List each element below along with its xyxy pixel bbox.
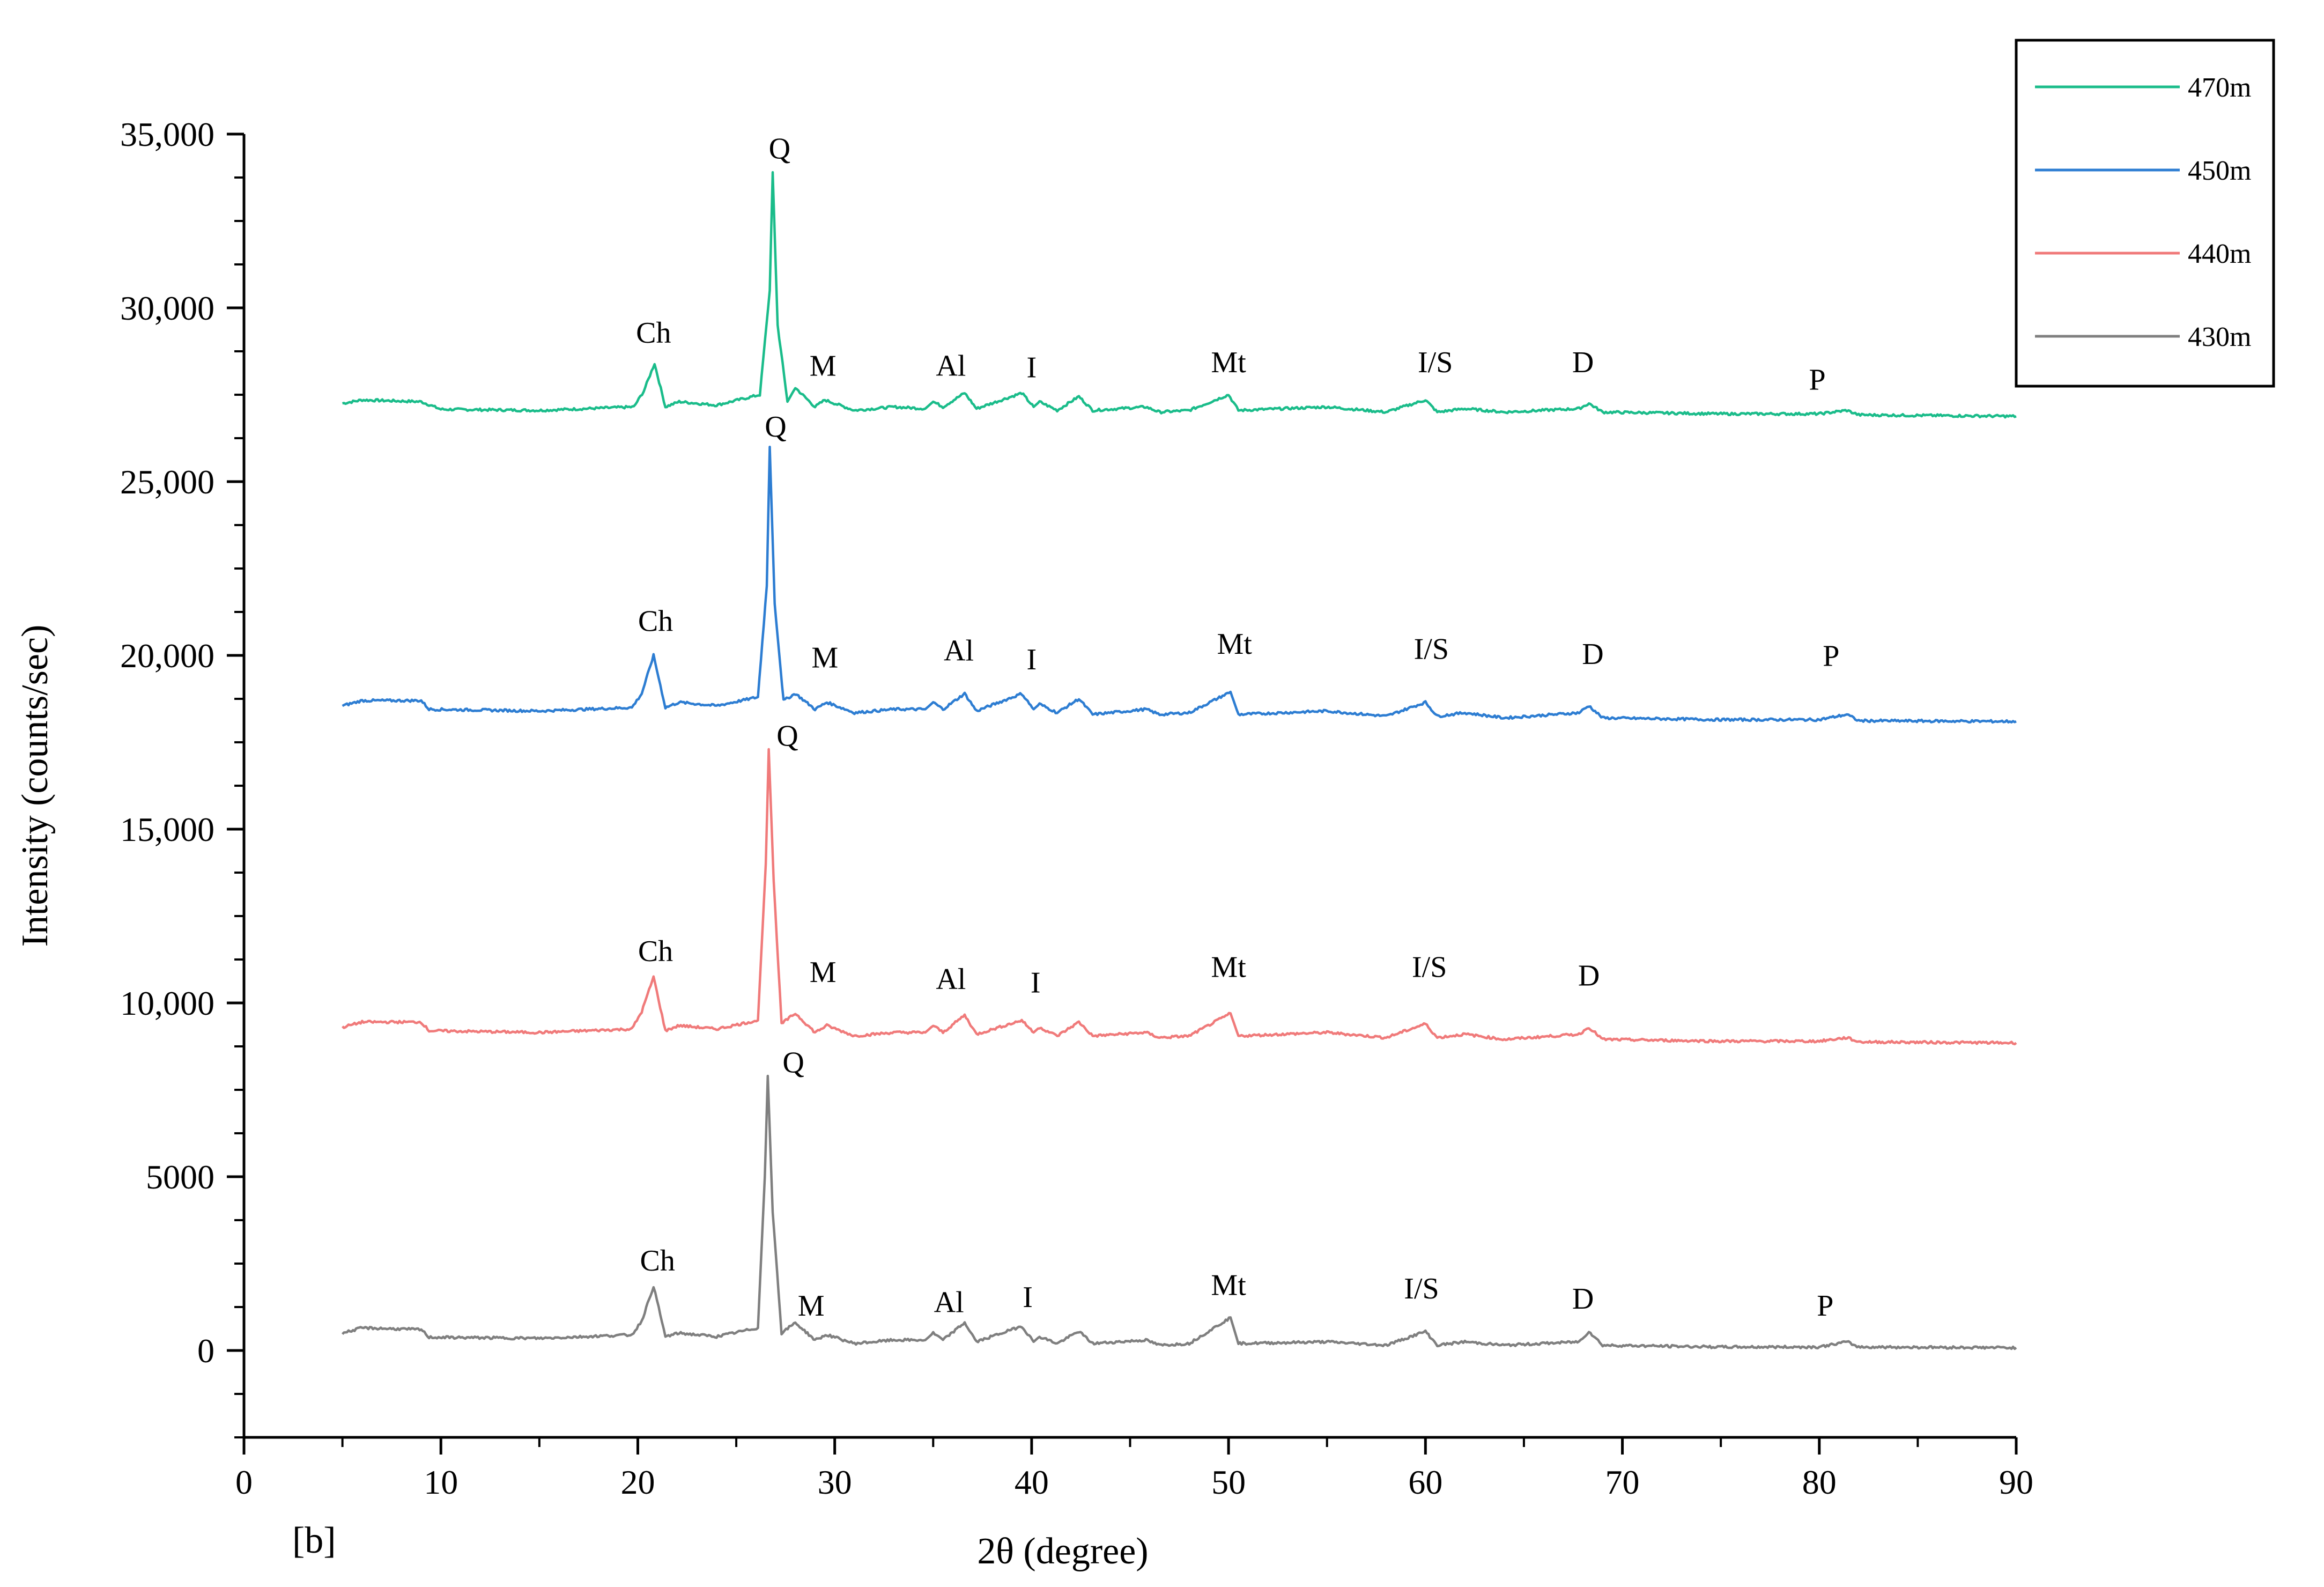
series-line-450m (342, 445, 2017, 724)
panel-label: [b] (292, 1520, 336, 1561)
peak-label-al: Al (934, 1286, 964, 1319)
peak-label-d: D (1582, 638, 1603, 671)
series-line-430m (341, 1074, 2017, 1350)
peak-label-d: D (1572, 1282, 1594, 1316)
peak-label-al: Al (936, 963, 966, 996)
series-line-470m (342, 171, 2017, 419)
peak-label-q: Q (782, 1046, 804, 1080)
legend-label: 430m (2188, 322, 2251, 352)
peak-label-ch: Ch (636, 316, 671, 350)
peak-label-i: I (1027, 351, 1037, 385)
x-tick-label: 90 (1999, 1463, 2033, 1501)
peak-label-i-s: I/S (1418, 346, 1453, 379)
legend: 470m 450m 440m 430m (2015, 39, 2275, 388)
x-tick-label: 50 (1211, 1463, 1246, 1501)
x-tick-label: 60 (1408, 1463, 1442, 1501)
y-tick-label: 25,000 (120, 463, 214, 501)
peak-label-ch: Ch (638, 935, 673, 968)
peak-label-i-s: I/S (1414, 632, 1449, 666)
x-tick-label: 0 (235, 1463, 253, 1501)
series-line-440m (342, 748, 2017, 1046)
y-tick-label: 10,000 (120, 984, 214, 1022)
x-tick-label: 20 (620, 1463, 655, 1501)
y-tick-label: 15,000 (120, 810, 214, 848)
y-tick-label: 20,000 (120, 637, 214, 675)
peak-label-mt: Mt (1217, 628, 1252, 661)
peak-label-i-s: I/S (1412, 950, 1447, 984)
y-tick-label: 5000 (146, 1158, 214, 1196)
y-tick-label: 0 (197, 1332, 214, 1370)
peak-label-p: P (1809, 363, 1826, 396)
peak-label-ch: Ch (638, 605, 673, 638)
y-tick-label: 30,000 (120, 289, 214, 327)
peak-label-m: M (810, 349, 837, 382)
peak-label-i: I (1027, 643, 1037, 676)
peak-label-p: P (1817, 1289, 1833, 1323)
peak-label-m: M (810, 956, 837, 989)
peak-label-q: Q (769, 132, 790, 165)
peak-label-p: P (1823, 639, 1839, 673)
peak-label-mt: Mt (1211, 950, 1246, 984)
peak-label-i-s: I/S (1404, 1272, 1439, 1305)
peak-label-d: D (1578, 959, 1600, 993)
x-tick-label: 40 (1015, 1463, 1049, 1501)
x-tick-label: 30 (818, 1463, 852, 1501)
x-tick-label: 80 (1802, 1463, 1837, 1501)
legend-label: 450m (2188, 156, 2251, 186)
x-tick-label: 10 (424, 1463, 458, 1501)
peak-label-mt: Mt (1211, 346, 1246, 379)
peak-label-al: Al (944, 634, 974, 668)
y-tick-label: 35,000 (120, 115, 214, 153)
peak-label-m: M (811, 641, 838, 675)
peak-label-q: Q (765, 410, 786, 444)
x-tick-label: 70 (1605, 1463, 1640, 1501)
peak-label-ch: Ch (640, 1244, 675, 1278)
peak-label-d: D (1572, 346, 1594, 379)
x-axis-title: 2θ (degree) (977, 1531, 1148, 1572)
y-axis-title: Intensity (counts/sec) (14, 625, 56, 947)
peak-label-mt: Mt (1211, 1268, 1246, 1302)
legend-label: 470m (2188, 72, 2251, 103)
legend-label: 440m (2188, 239, 2251, 269)
peak-label-m: M (798, 1289, 825, 1323)
peak-label-q: Q (776, 719, 798, 752)
peak-label-al: Al (936, 349, 966, 382)
peak-label-i: I (1023, 1281, 1033, 1314)
peak-label-i: I (1031, 966, 1041, 1000)
legend-box (2015, 39, 2275, 388)
